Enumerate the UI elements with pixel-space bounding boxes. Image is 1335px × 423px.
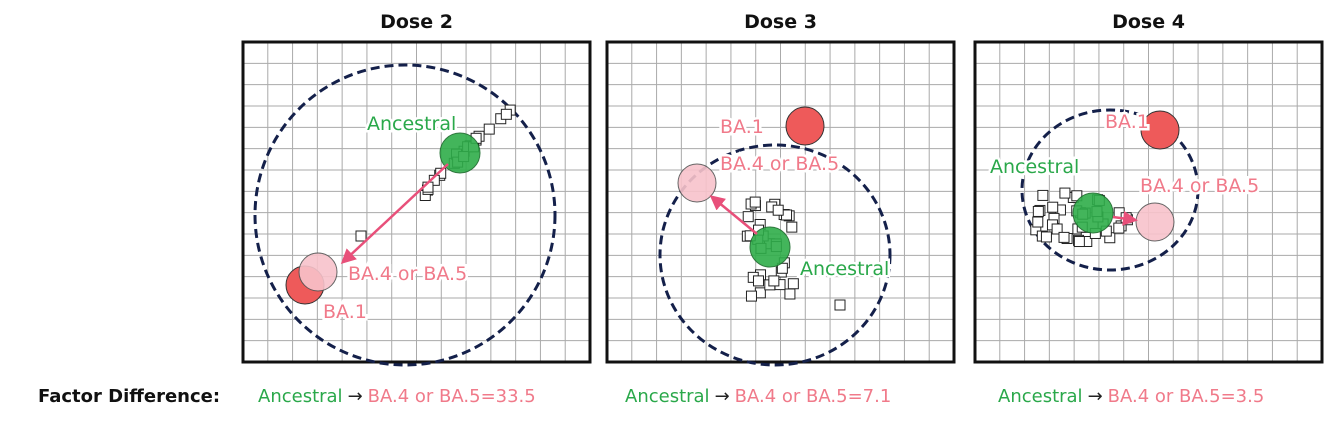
- ba45-label: BA.4 or BA.5: [348, 263, 467, 285]
- ancestral-label: Ancestral: [990, 156, 1079, 178]
- serum-square: [749, 196, 761, 208]
- panel-title: Dose 3: [744, 11, 817, 33]
- factor-arrow: →: [1088, 386, 1103, 407]
- panel-border: [241, 40, 592, 364]
- serum-square: [752, 275, 764, 287]
- ba1-antigen: [1140, 110, 1180, 150]
- factor-from: Ancestral: [258, 386, 343, 407]
- serum-square: [1051, 223, 1063, 235]
- ancestral-label: Ancestral: [800, 258, 889, 280]
- serum-square: [1047, 201, 1059, 213]
- factor-difference: Ancestral → BA.4 or BA.5=33.5: [258, 386, 536, 407]
- boundary: [1020, 108, 1200, 272]
- shift-arrow: [709, 195, 758, 235]
- ba45-antigen: [677, 163, 717, 203]
- serum-square: [786, 221, 798, 233]
- ba45-label: BA.4 or BA.5: [720, 153, 839, 175]
- serum-square: [834, 299, 846, 311]
- factor-from: Ancestral: [998, 386, 1083, 407]
- footer-label: Factor Difference:: [38, 386, 220, 407]
- factor-equals: =: [481, 386, 496, 407]
- factor-difference: Ancestral → BA.4 or BA.5=7.1: [625, 386, 891, 407]
- factor-value: 33.5: [496, 386, 536, 407]
- panel: Dose 3 Ancestral BA.4 or BA.5 BA.1: [605, 11, 956, 367]
- serum-square: [1059, 187, 1071, 199]
- ancestral-antigen: [1072, 192, 1114, 234]
- panel-border: [605, 40, 956, 364]
- factor-arrow: →: [715, 386, 730, 407]
- panel: Dose 2 Ancestral BA.4 or BA.5 BA.1: [241, 11, 592, 367]
- factor-equals: =: [848, 386, 863, 407]
- serum-square: [500, 108, 512, 120]
- factor-difference: Ancestral → BA.4 or BA.5=3.5: [998, 386, 1264, 407]
- ba45-antigen: [1135, 202, 1175, 242]
- serum-square: [772, 204, 784, 216]
- boundary: [253, 63, 557, 367]
- factor-value: 3.5: [1236, 386, 1265, 407]
- serum-square: [1040, 231, 1052, 243]
- serum-square: [784, 288, 796, 300]
- shift-arrow: [340, 163, 449, 265]
- panel: Dose 4 Ancestral BA.4 or BA.5 BA.1: [973, 11, 1324, 364]
- factor-arrow: →: [348, 386, 363, 407]
- serum-square: [1073, 236, 1085, 248]
- ba1-antigen: [785, 106, 825, 146]
- serum-square: [1058, 231, 1070, 243]
- ba1-label: BA.1: [323, 301, 367, 323]
- serum-square: [745, 290, 757, 302]
- factor-equals: =: [1221, 386, 1236, 407]
- ba45-antigen: [298, 252, 338, 292]
- panel-title: Dose 2: [380, 11, 453, 33]
- serum-square: [742, 211, 754, 223]
- serum-square: [768, 275, 780, 287]
- serum-square: [787, 278, 799, 290]
- serum-square: [483, 123, 495, 135]
- ba1-label: BA.1: [720, 116, 764, 138]
- ba45-label: BA.4 or BA.5: [1140, 175, 1259, 197]
- ancestral-label: Ancestral: [367, 113, 456, 135]
- panel-title: Dose 4: [1112, 11, 1185, 33]
- ancestral-antigen: [749, 226, 791, 268]
- factor-to: BA.4 or BA.5: [1108, 386, 1221, 407]
- serum-square: [1113, 222, 1125, 234]
- boundary: [658, 143, 892, 367]
- factor-to: BA.4 or BA.5: [735, 386, 848, 407]
- shift-arrow: [1112, 210, 1138, 226]
- serum-square: [355, 230, 367, 242]
- serum-square: [435, 167, 447, 179]
- ancestral-antigen: [439, 132, 481, 174]
- ba1-label: BA.1: [1105, 111, 1149, 133]
- factor-from: Ancestral: [625, 386, 710, 407]
- serum-square: [1037, 189, 1049, 201]
- factor-to: BA.4 or BA.5: [368, 386, 481, 407]
- serum-square: [1032, 205, 1044, 217]
- serum-square: [1032, 216, 1044, 228]
- panel-border: [973, 40, 1324, 364]
- factor-value: 7.1: [863, 386, 892, 407]
